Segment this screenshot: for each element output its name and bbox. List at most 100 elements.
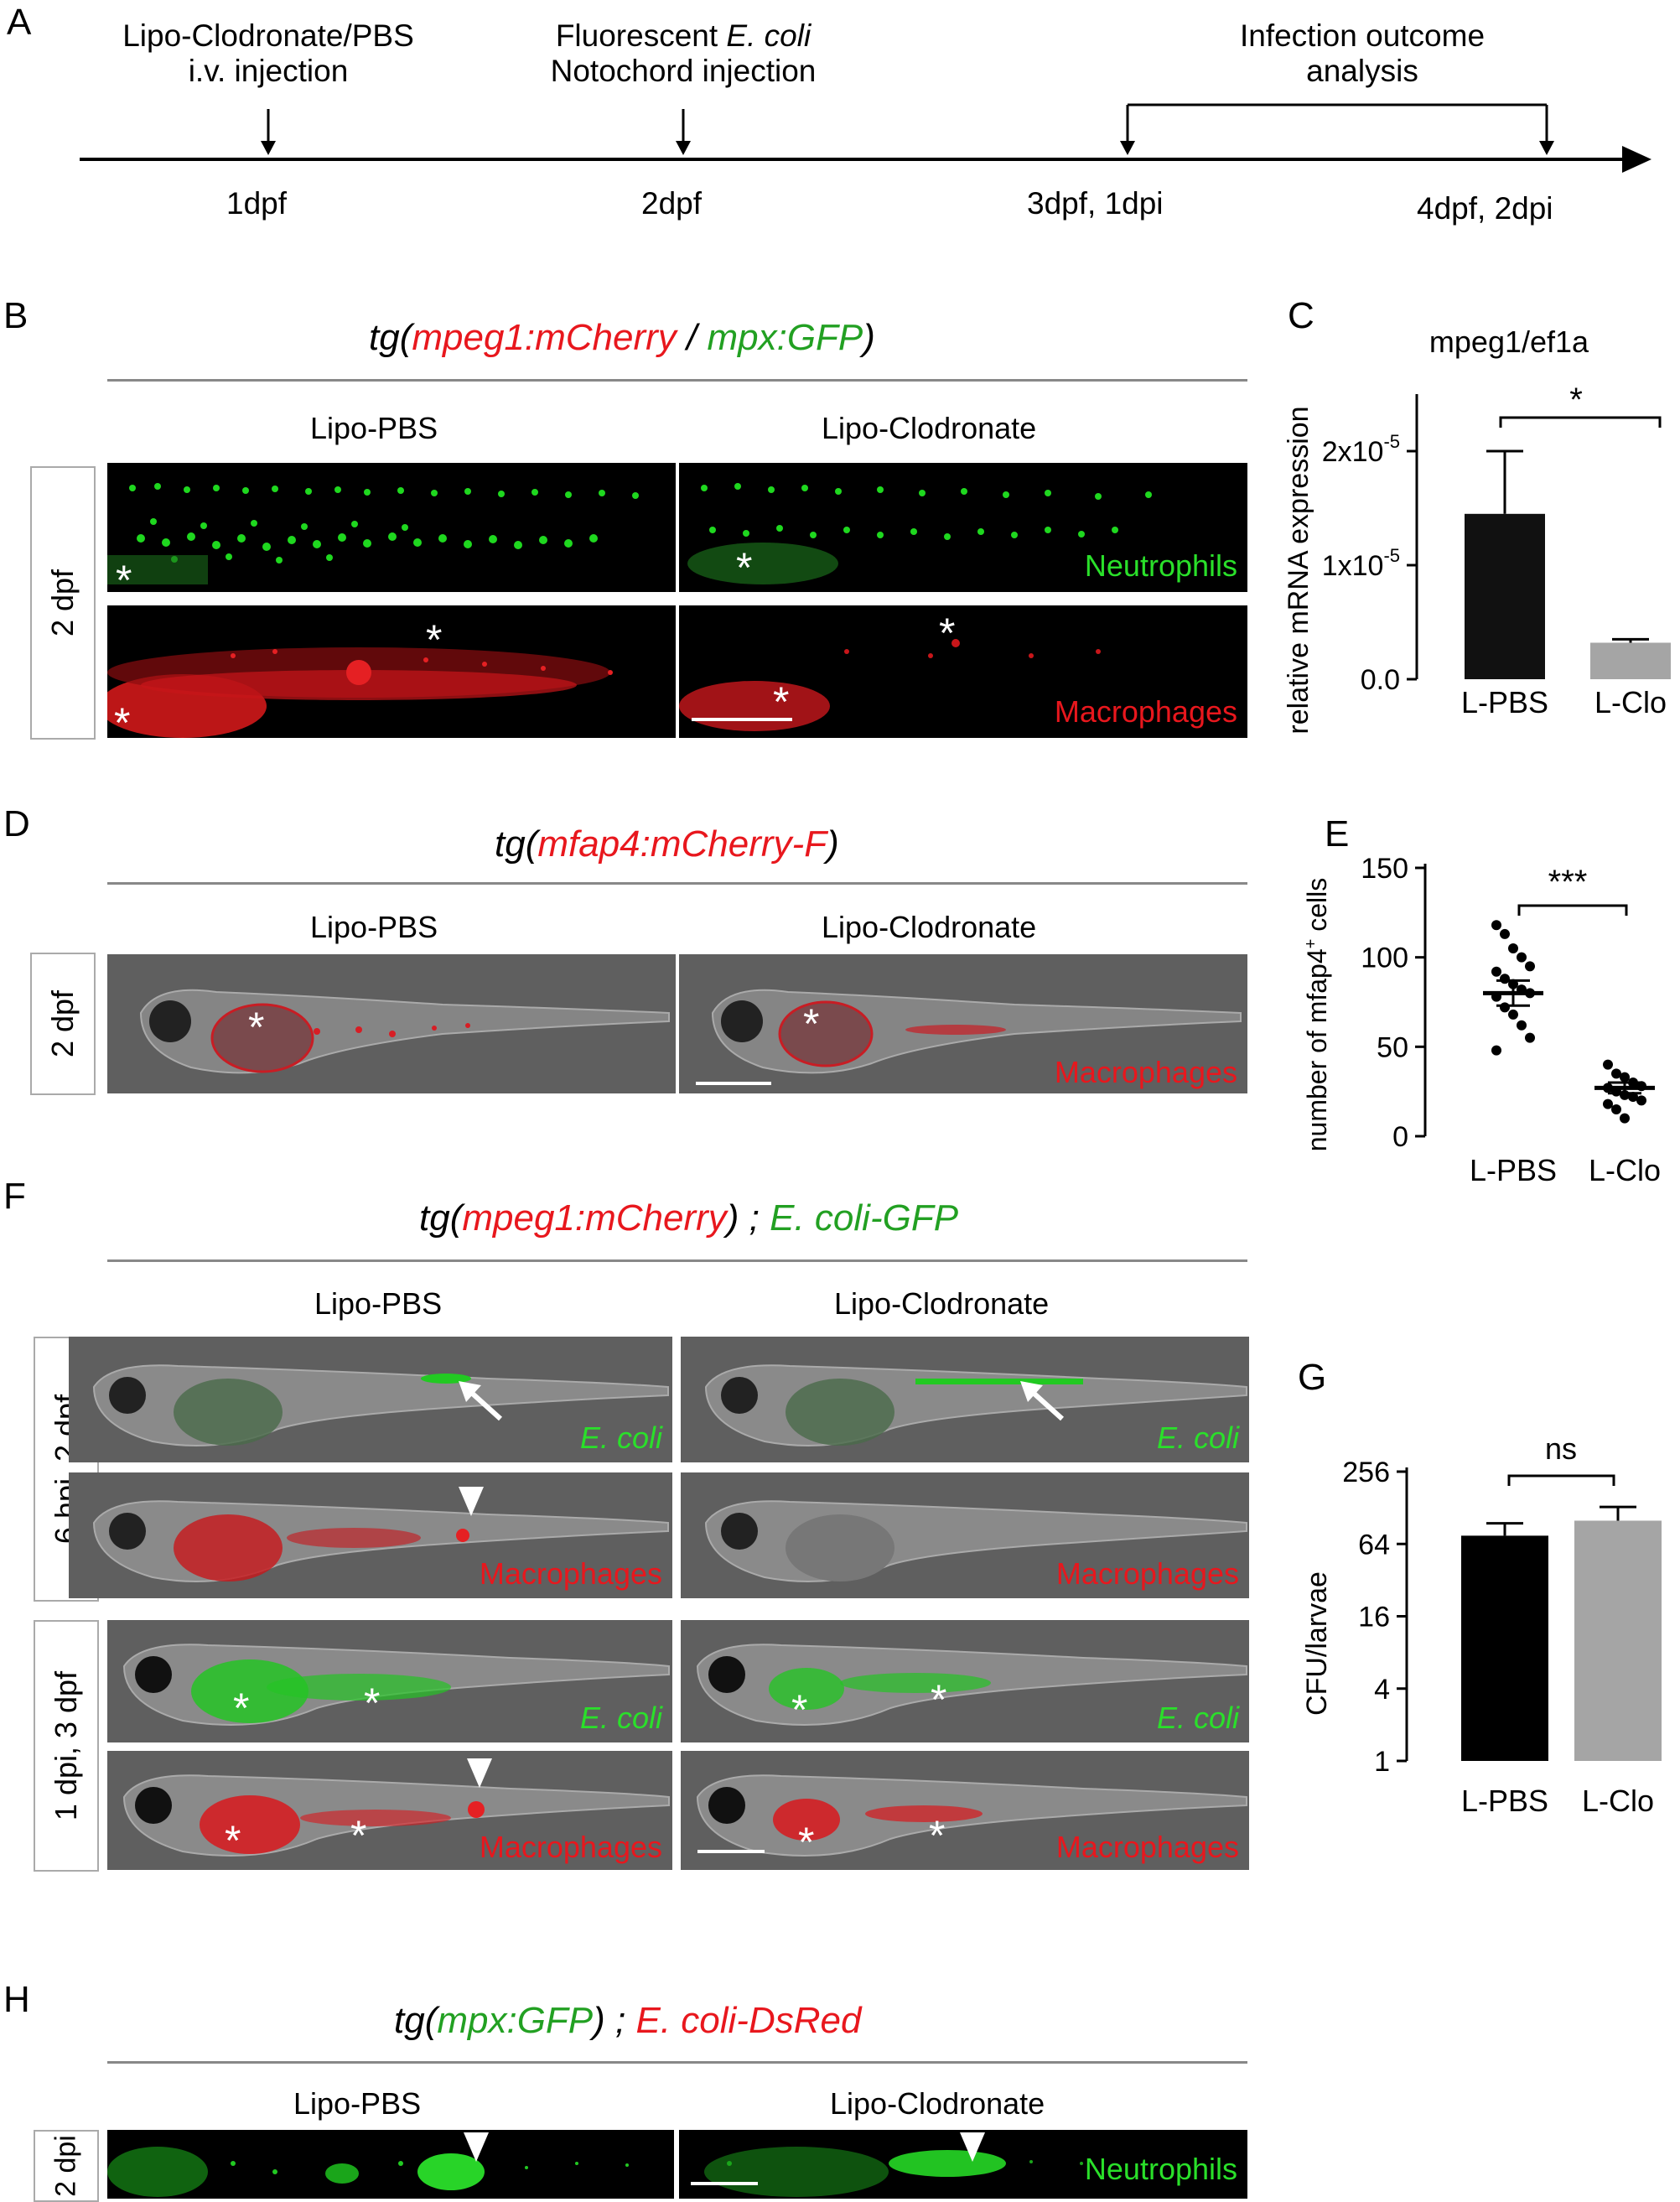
panel-f-star: * — [233, 1685, 250, 1732]
chart-e-xtick: L-PBS — [1470, 1153, 1557, 1187]
panel-h-neutrophils-label: Neutrophils — [1084, 2152, 1237, 2186]
chart-e-point — [1603, 1098, 1613, 1109]
chart-g-significance: ns — [1545, 1431, 1577, 1466]
timeline-axis — [80, 103, 1651, 173]
timeline-1dpf: 1dpf — [226, 186, 288, 221]
panel-b-star: * — [116, 557, 132, 592]
analysis-label: Infection outcome analysis — [1239, 18, 1486, 88]
panel-d-title: tg(mfap4:mCherry-F) — [495, 823, 839, 865]
panel-letter-d: D — [3, 803, 30, 844]
panel-letter-b: B — [3, 295, 29, 336]
timeline-event-2-label: Fluorescent E. coli Notochord injection — [550, 18, 817, 88]
panel-f-ecoli-label: E. coli — [579, 1701, 662, 1735]
chart-e-ytick-label: 50 — [1377, 1031, 1408, 1063]
panel-c-chart: mpeg1/ef1a relative mRNA expression 0.0 1… — [1283, 325, 1671, 735]
panel-f-r1-clo-image: E. coli — [681, 1337, 1249, 1462]
panel-f-star: * — [931, 1676, 947, 1723]
panel-b-macrophage-clo-image: * * Macrophages — [679, 605, 1247, 738]
chart-e-point — [1525, 961, 1535, 972]
chart-g-bar — [1574, 1520, 1662, 1761]
timeline-2dpf: 2dpf — [641, 186, 703, 221]
panel-b-star: * — [773, 678, 790, 725]
chart-e-point — [1491, 966, 1501, 977]
chart-e-point — [1517, 952, 1527, 963]
panel-f-ecoli-label: E. coli — [579, 1420, 662, 1455]
panel-f-col2-label: Lipo-Clodronate — [834, 1286, 1050, 1321]
chart-e-point — [1603, 1059, 1613, 1070]
panel-b-star: * — [736, 544, 753, 591]
panel-f-r2-pbs-image: Macrophages — [69, 1472, 672, 1598]
chart-g-ytick-label: 4 — [1374, 1674, 1390, 1706]
panel-f-r3-pbs-image: * * E. coli — [107, 1620, 672, 1742]
chart-e-point — [1636, 1095, 1646, 1106]
chart-g-bar — [1461, 1535, 1548, 1761]
chart-c-significance: * — [1569, 382, 1583, 418]
panel-d-macrophages-label: Macrophages — [1054, 1055, 1237, 1089]
chart-e-point — [1500, 928, 1510, 939]
panel-letter-g: G — [1298, 1357, 1327, 1398]
timeline-3dpf: 3dpf, 1dpi — [1027, 186, 1164, 221]
panel-b-macrophages-label: Macrophages — [1054, 694, 1237, 729]
timeline-4dpf: 4dpf, 2dpi — [1417, 191, 1553, 226]
panel-f-col1-label: Lipo-PBS — [314, 1286, 443, 1321]
panel-f-star: * — [929, 1812, 946, 1859]
panel-e-chart: number of mfap4+ cells 0 50 100 150 *** L-P… — [1302, 853, 1661, 1187]
panel-b-side-label: 2 dpf — [30, 466, 96, 740]
panel-f-macrophages-label: Macrophages — [1055, 1830, 1239, 1864]
panel-h-col1-label: Lipo-PBS — [293, 2086, 422, 2121]
chart-e-point — [1620, 1113, 1630, 1124]
panel-d-clo-image: * Macrophages — [679, 954, 1247, 1093]
chart-g-ytick-label: 64 — [1358, 1529, 1390, 1561]
chart-e-point — [1517, 1020, 1527, 1031]
panel-f-star: * — [225, 1817, 241, 1864]
chart-e-xtick: L-Clo — [1589, 1153, 1661, 1187]
chart-e-point — [1508, 1009, 1518, 1020]
chart-e-point — [1611, 1104, 1621, 1114]
panel-h-rule — [107, 2061, 1247, 2064]
scale-bar — [692, 718, 792, 721]
panel-f-star: * — [350, 1812, 367, 1859]
chart-e-point — [1500, 1002, 1510, 1013]
chart-e-point — [1525, 1032, 1535, 1043]
panel-b-star: * — [114, 699, 131, 738]
panel-h-col2-label: Lipo-Clodronate — [830, 2086, 1045, 2121]
timeline-event-1-label: Lipo-Clodronate/PBS i.v. injection — [122, 18, 414, 88]
panel-f-ecoli-label: E. coli — [1156, 1420, 1239, 1455]
chart-e-point — [1491, 920, 1501, 931]
panel-f-star: * — [791, 1686, 808, 1733]
panel-f-r4-pbs-image: * * Macrophages — [107, 1751, 672, 1870]
chart-g-ytick-label: 1 — [1374, 1746, 1390, 1778]
chart-e-point — [1491, 1045, 1501, 1056]
panel-d-rule — [107, 882, 1247, 885]
panel-b-title: tg(mpeg1:mCherry / mpx:GFP) — [369, 317, 875, 358]
panel-h-side-label: 2 dpi — [34, 2130, 99, 2202]
panel-f-title: tg(mpeg1:mCherry) ; E. coli-GFP — [419, 1197, 959, 1239]
chart-e-point — [1500, 974, 1510, 984]
panel-b-neutrophil-pbs-image: * — [107, 463, 676, 592]
panel-d-side-label: 2 dpf — [30, 953, 96, 1095]
panel-f-r1-pbs-image: E. coli — [69, 1337, 672, 1462]
panel-f-macrophages-label: Macrophages — [479, 1830, 662, 1864]
chart-c-xtick: L-Clo — [1594, 685, 1667, 719]
panel-f-macrophages-label: Macrophages — [1055, 1556, 1239, 1591]
panel-h-title: tg(mpx:GFP) ; E. coli-DsRed — [394, 2000, 862, 2041]
panel-b-macrophage-pbs-image: * * — [107, 605, 676, 738]
panel-g-chart: CFU/larvae 1 4 16 64 256 ns L-PBS L-Clo — [1301, 1431, 1662, 1818]
chart-e-ytick-label: 150 — [1361, 853, 1408, 885]
panel-b-star: * — [426, 616, 443, 663]
scale-bar — [696, 1082, 771, 1085]
panel-letter-f: F — [3, 1176, 26, 1217]
chart-c-ylabel: relative mRNA expression — [1283, 406, 1314, 734]
chart-e-point — [1508, 943, 1518, 953]
chart-g-ytick-label: 256 — [1342, 1457, 1390, 1488]
panel-d-pbs-image: * — [107, 954, 676, 1093]
chart-g-ytick-label: 16 — [1358, 1602, 1390, 1633]
panel-b-rule — [107, 379, 1247, 382]
chart-e-point — [1620, 1072, 1630, 1083]
chart-e-point — [1611, 1068, 1621, 1079]
scale-bar — [691, 2182, 758, 2185]
panel-b-star: * — [939, 610, 956, 657]
panel-h-clo-image: Neutrophils — [679, 2130, 1247, 2199]
chart-c-xtick: L-PBS — [1461, 685, 1548, 719]
panel-f-ecoli-label: E. coli — [1156, 1701, 1239, 1735]
